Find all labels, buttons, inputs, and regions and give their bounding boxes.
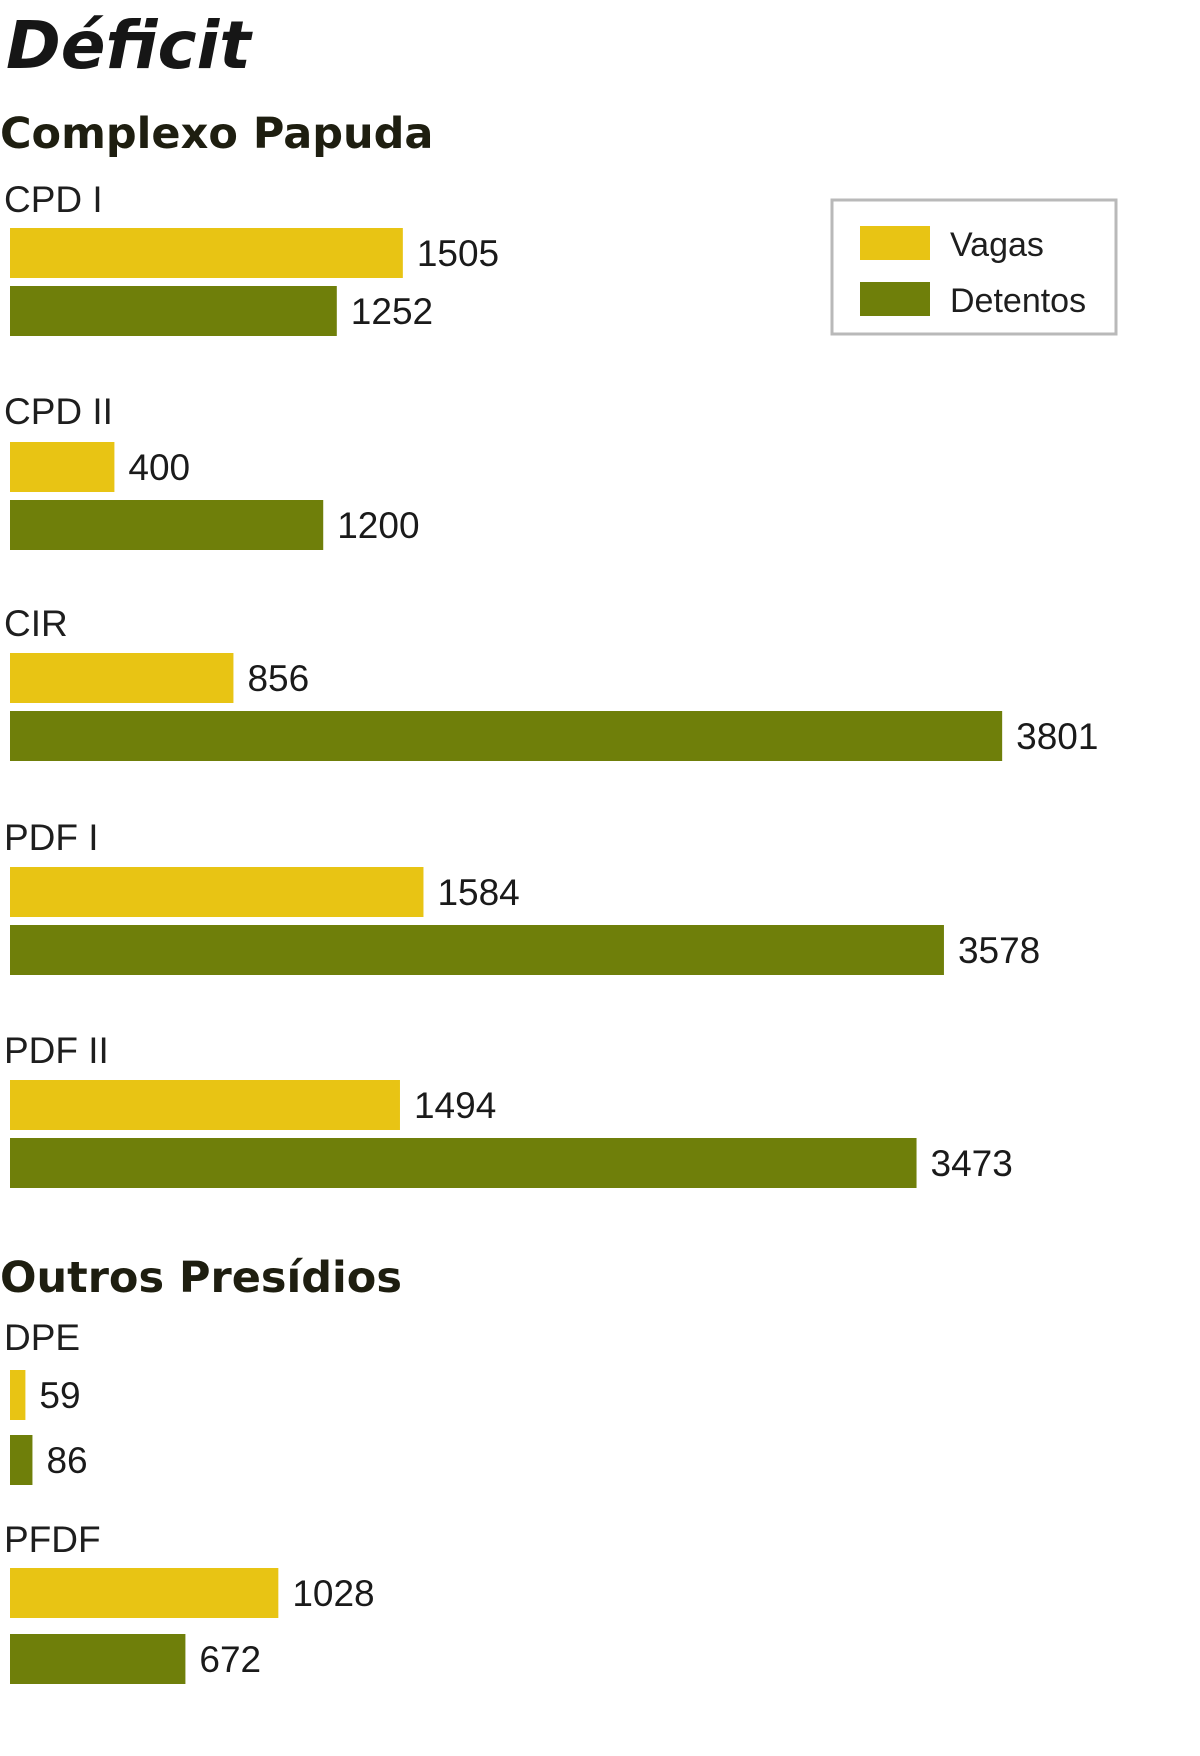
section-title-complexo-papuda: Complexo Papuda [0, 109, 433, 159]
legend-label-vagas: Vagas [950, 226, 1044, 264]
bar-detentos-pdf-i [10, 925, 944, 975]
category-label-cpd-ii: CPD II [4, 391, 113, 432]
bar-vagas-pfdf [10, 1568, 279, 1618]
bar-detentos-cpd-ii [10, 500, 324, 550]
category-label-pfdf: PFDF [4, 1519, 101, 1560]
legend-swatch-vagas [860, 226, 930, 260]
section-title-outros-presidios: Outros Presídios [0, 1253, 402, 1303]
bar-vagas-pdf-ii [10, 1080, 400, 1130]
bar-vagas-cpd-i [10, 228, 403, 278]
category-label-dpe: DPE [4, 1317, 80, 1358]
category-label-cpd-i: CPD I [4, 179, 103, 220]
value-label-detentos-cpd-ii: 1200 [337, 505, 419, 546]
bar-vagas-cir [10, 653, 234, 703]
bar-detentos-dpe [10, 1435, 33, 1485]
value-label-vagas-dpe: 59 [39, 1375, 80, 1416]
bar-detentos-cir [10, 711, 1003, 761]
value-label-vagas-pdf-ii: 1494 [414, 1085, 496, 1126]
bar-detentos-cpd-i [10, 286, 337, 336]
bar-groups: Complexo Papuda CPD I 1505 1252 CPD II 400 120… [0, 109, 1098, 1684]
category-label-cir: CIR [4, 603, 68, 644]
bar-detentos-pdf-ii [10, 1138, 917, 1188]
value-label-detentos-pdf-i: 3578 [958, 930, 1040, 971]
value-label-vagas-cpd-ii: 400 [128, 447, 190, 488]
legend-swatch-detentos [860, 282, 930, 316]
legend: Vagas Detentos [830, 198, 1118, 336]
category-label-pdf-i: PDF I [4, 817, 99, 858]
value-label-vagas-pdf-i: 1584 [437, 872, 519, 913]
value-label-detentos-pfdf: 672 [199, 1639, 261, 1680]
value-label-detentos-cpd-i: 1252 [351, 291, 433, 332]
bar-vagas-pdf-i [10, 867, 424, 917]
value-label-vagas-pfdf: 1028 [292, 1573, 374, 1614]
value-label-vagas-cpd-i: 1505 [417, 233, 499, 274]
chart-title: Déficit [6, 7, 253, 84]
bar-vagas-dpe [10, 1370, 26, 1420]
bar-detentos-pfdf [10, 1634, 186, 1684]
value-label-detentos-dpe: 86 [46, 1440, 87, 1481]
bar-vagas-cpd-ii [10, 442, 115, 492]
value-label-detentos-pdf-ii: 3473 [931, 1143, 1013, 1184]
legend-label-detentos: Detentos [950, 282, 1086, 320]
value-label-vagas-cir: 856 [247, 658, 309, 699]
value-label-detentos-cir: 3801 [1016, 716, 1098, 757]
category-label-pdf-ii: PDF II [4, 1030, 109, 1071]
